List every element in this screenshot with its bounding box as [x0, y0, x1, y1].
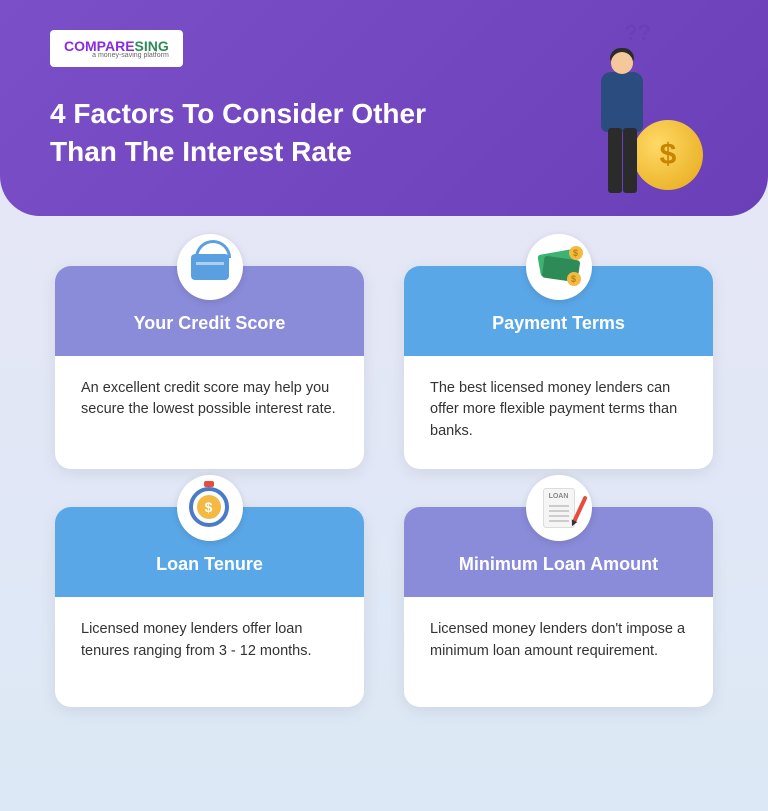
- timer-icon: $: [177, 475, 243, 541]
- credit-score-icon: [177, 234, 243, 300]
- card-body: An excellent credit score may help you s…: [55, 356, 364, 466]
- page-title: 4 Factors To Consider Other Than The Int…: [50, 95, 470, 171]
- card-payment-terms: $ $ Payment Terms The best licensed mone…: [404, 266, 713, 469]
- card-body: The best licensed money lenders can offe…: [404, 356, 713, 469]
- card-credit-score: Your Credit Score An excellent credit sc…: [55, 266, 364, 469]
- money-icon: $ $: [526, 234, 592, 300]
- cards-grid: Your Credit Score An excellent credit sc…: [0, 216, 768, 747]
- logo-c: C: [64, 38, 74, 54]
- loan-document-icon: [526, 475, 592, 541]
- header: COMPARESING a money-saving platform 4 Fa…: [0, 0, 768, 216]
- card-loan-tenure: $ Loan Tenure Licensed money lenders off…: [55, 507, 364, 707]
- card-body: Licensed money lenders offer loan tenure…: [55, 597, 364, 707]
- card-body: Licensed money lenders don't impose a mi…: [404, 597, 713, 707]
- thinking-person-illustration: ??: [583, 25, 703, 200]
- logo: COMPARESING a money-saving platform: [50, 30, 183, 67]
- card-minimum-loan: Minimum Loan Amount Licensed money lende…: [404, 507, 713, 707]
